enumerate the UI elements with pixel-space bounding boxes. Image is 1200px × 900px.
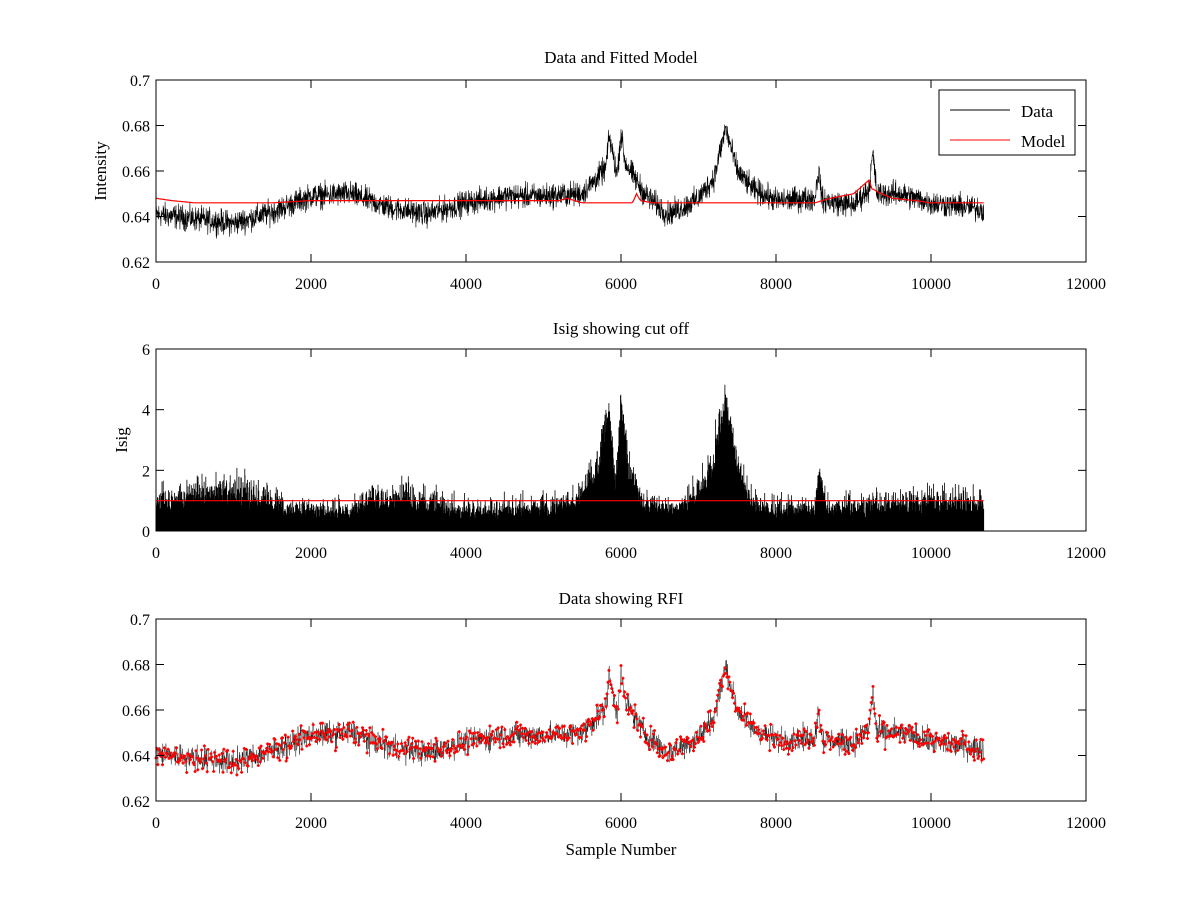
panel-3-title: Data showing RFI bbox=[559, 589, 684, 608]
panel-3: Data showing RFI Sample Number 0 2000 4000… bbox=[122, 589, 1106, 859]
legend-box bbox=[938, 89, 1076, 156]
x-tick-label: 0 bbox=[152, 545, 160, 562]
y-tick-label: 0.66 bbox=[122, 703, 150, 720]
x-tick-label: 4000 bbox=[450, 545, 482, 562]
y-tick-label: 0.64 bbox=[122, 749, 150, 766]
x-tick-label: 0 bbox=[152, 815, 160, 832]
legend-label-data: Data bbox=[1021, 102, 1054, 121]
panel-2-ylabel: Isig bbox=[112, 427, 131, 453]
x-tick-label: 6000 bbox=[605, 815, 637, 832]
x-tick-label: 8000 bbox=[760, 276, 792, 293]
y-tick-label: 6 bbox=[142, 342, 150, 359]
series-line-model bbox=[155, 179, 984, 204]
x-tick-label: 4000 bbox=[450, 815, 482, 832]
x-tick-label: 12000 bbox=[1066, 815, 1106, 832]
panel-1-title: Data and Fitted Model bbox=[544, 48, 698, 67]
x-tick-label: 0 bbox=[152, 276, 160, 293]
x-tick-label: 8000 bbox=[760, 815, 792, 832]
panel-3-yticks: 0.62 0.64 0.66 0.68 0.7 bbox=[122, 612, 1086, 811]
x-tick-label: 10000 bbox=[911, 276, 951, 293]
panel-1: Data and Fitted Model Intensity 0 2000 400… bbox=[91, 48, 1106, 293]
series-line-data bbox=[155, 124, 984, 239]
y-tick-label: 0.66 bbox=[122, 164, 150, 181]
y-tick-label: 0.62 bbox=[122, 794, 150, 811]
panel-1-legend: Data Model bbox=[938, 89, 1076, 156]
panel-2-title: Isig showing cut off bbox=[553, 319, 689, 338]
y-tick-label: 0.68 bbox=[122, 119, 150, 136]
x-tick-label: 10000 bbox=[911, 815, 951, 832]
panel-2: Isig showing cut off Isig 0 2000 4000 6000 8… bbox=[112, 319, 1106, 562]
x-tick-label: 8000 bbox=[760, 545, 792, 562]
y-tick-label: 0.7 bbox=[130, 612, 150, 629]
panel-2-yticks: 0 2 4 6 bbox=[142, 342, 1086, 541]
x-tick-label: 6000 bbox=[605, 276, 637, 293]
y-tick-label: 0.7 bbox=[130, 73, 150, 90]
panel-3-xlabel: Sample Number bbox=[566, 840, 677, 859]
y-tick-label: 0 bbox=[142, 524, 150, 541]
x-tick-label: 12000 bbox=[1066, 276, 1106, 293]
y-tick-label: 0.64 bbox=[122, 210, 150, 227]
x-tick-label: 6000 bbox=[605, 545, 637, 562]
legend-label-model: Model bbox=[1021, 132, 1066, 151]
panel-3-xticks: 0 2000 4000 6000 8000 10000 12000 bbox=[152, 619, 1106, 832]
y-tick-label: 0.62 bbox=[122, 255, 150, 272]
x-tick-label: 2000 bbox=[295, 545, 327, 562]
panel-1-xticks: 0 2000 4000 6000 8000 10000 12000 bbox=[152, 80, 1106, 293]
panel-1-yticks: 0.62 0.64 0.66 0.68 0.7 bbox=[122, 73, 1086, 272]
panel-2-xticks: 0 2000 4000 6000 8000 10000 12000 bbox=[152, 349, 1106, 562]
y-tick-label: 4 bbox=[142, 403, 150, 420]
panel-1-plot-area bbox=[155, 124, 984, 239]
x-tick-label: 10000 bbox=[911, 545, 951, 562]
panel-1-ylabel: Intensity bbox=[91, 141, 110, 201]
x-tick-label: 12000 bbox=[1066, 545, 1106, 562]
x-tick-label: 4000 bbox=[450, 276, 482, 293]
y-tick-label: 2 bbox=[142, 463, 150, 480]
x-tick-label: 2000 bbox=[295, 276, 327, 293]
y-tick-label: 0.68 bbox=[122, 658, 150, 675]
x-tick-label: 2000 bbox=[295, 815, 327, 832]
